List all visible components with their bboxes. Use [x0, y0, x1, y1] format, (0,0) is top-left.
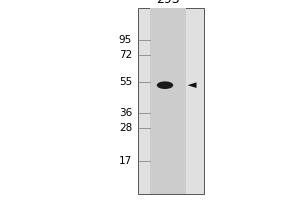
Text: 95: 95 [119, 35, 132, 45]
Polygon shape [188, 82, 196, 88]
Text: 72: 72 [119, 50, 132, 60]
Bar [150, 8, 186, 194]
Bar [138, 8, 204, 194]
Text: 17: 17 [119, 156, 132, 166]
Ellipse shape [157, 81, 173, 89]
Text: 55: 55 [119, 77, 132, 87]
Text: 28: 28 [119, 123, 132, 133]
Text: 293: 293 [156, 0, 180, 6]
Text: 36: 36 [119, 108, 132, 118]
